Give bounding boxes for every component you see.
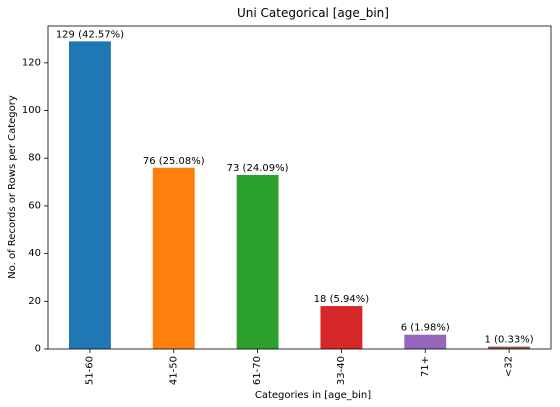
x-tick-label-5: <32 <box>504 356 515 377</box>
y-tick-label-0: 0 <box>35 344 41 355</box>
plot-area: 129 (42.57%) 51-60 76 (25.08%) 41-50 73 (24.… <box>22 25 552 385</box>
axes-frame <box>47 25 552 350</box>
y-tick-label-6: 120 <box>22 57 41 68</box>
x-tick-label-3: 33-40 <box>336 356 347 385</box>
bar-2 <box>236 174 279 349</box>
x-tick-label-2: 61-70 <box>252 356 263 385</box>
y-tick-label-2: 40 <box>28 248 41 259</box>
data-label-0: 129 (42.57%) <box>56 29 124 40</box>
bar-4 <box>404 334 447 349</box>
bar-3 <box>320 306 363 349</box>
x-tick-label-0: 51-60 <box>84 356 95 385</box>
data-label-4: 6 (1.98%) <box>401 323 450 334</box>
bar-5 <box>488 346 531 349</box>
bar-0 <box>68 41 111 349</box>
data-label-3: 18 (5.94%) <box>314 294 370 305</box>
data-label-2: 73 (24.09%) <box>227 163 289 174</box>
x-axis-label: Categories in [age_bin] <box>255 390 371 401</box>
y-tick-label-1: 20 <box>28 296 41 307</box>
chart-title: Uni Categorical [age_bin] <box>237 6 389 20</box>
data-label-5: 1 (0.33%) <box>485 335 534 346</box>
bar-1 <box>152 167 195 349</box>
y-tick-label-5: 100 <box>22 105 41 116</box>
x-tick-label-4: 71+ <box>420 356 431 377</box>
data-label-1: 76 (25.08%) <box>143 156 205 167</box>
x-tick-label-1: 41-50 <box>168 356 179 385</box>
y-tick-label-4: 80 <box>28 153 41 164</box>
y-axis-label: No. of Records or Rows per Category <box>7 95 18 279</box>
y-tick-label-3: 60 <box>28 200 41 211</box>
